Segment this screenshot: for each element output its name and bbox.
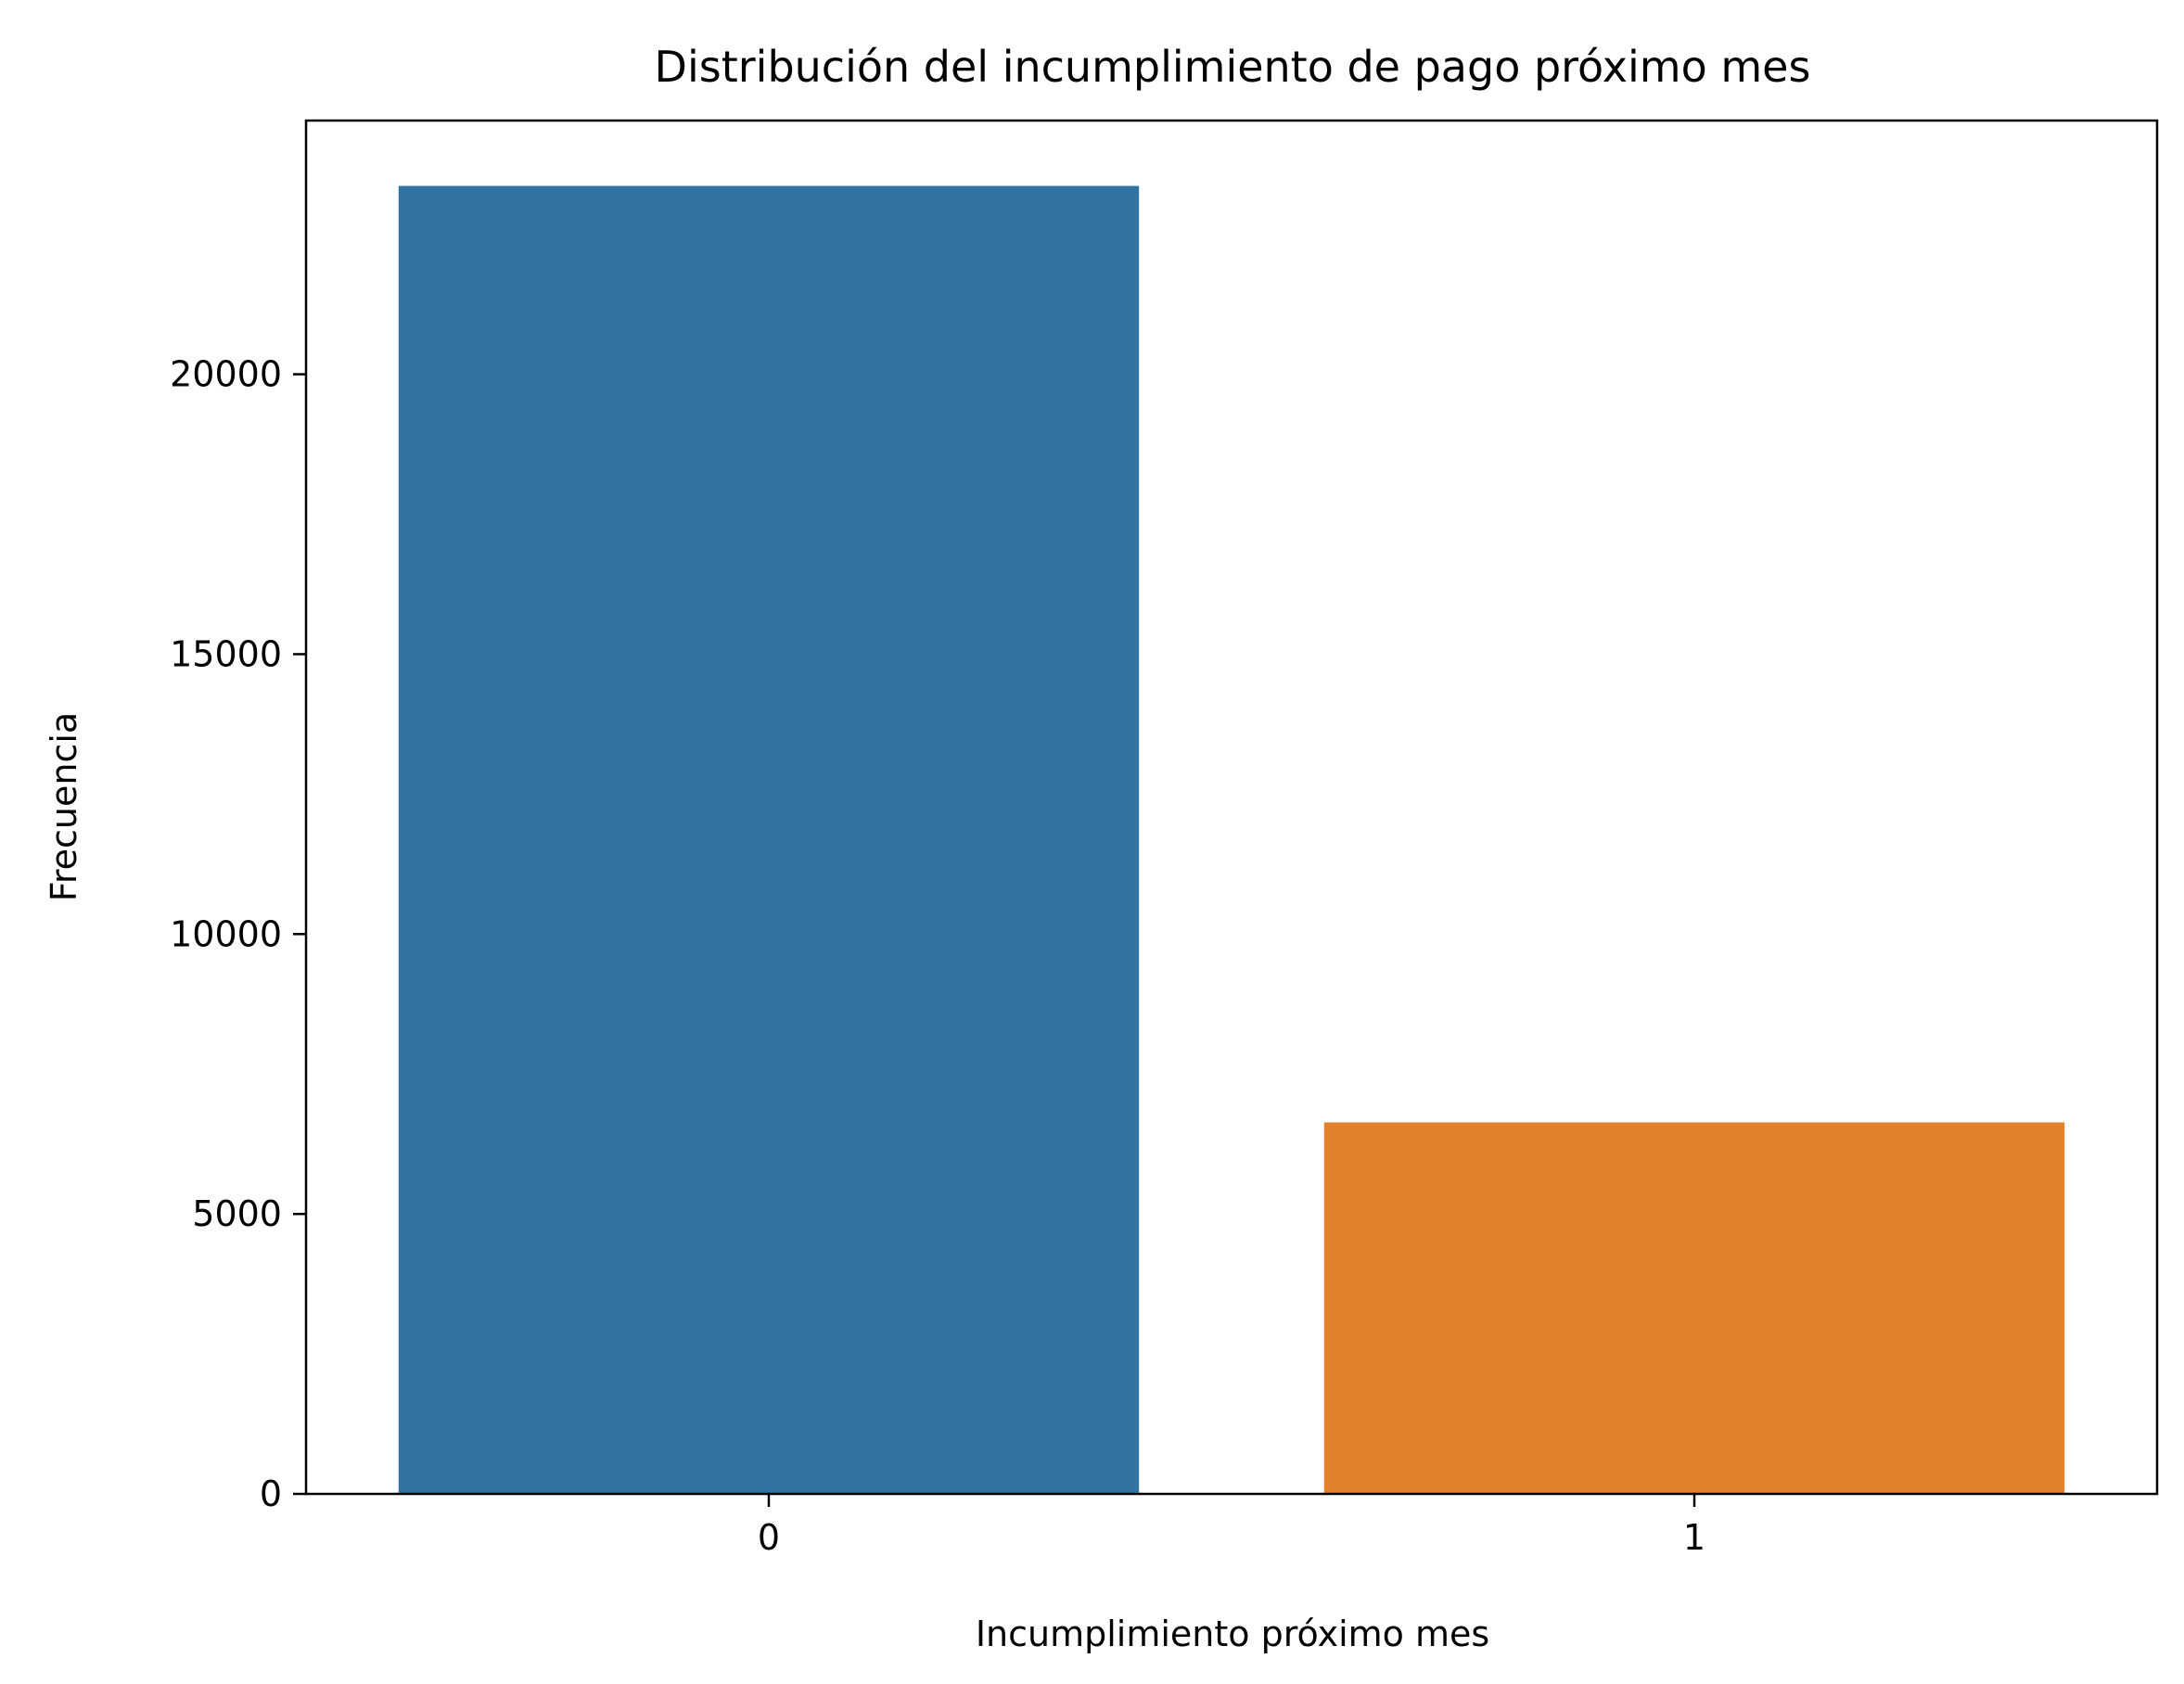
- chart-title: Distribución del incumplimiento de pago …: [655, 42, 1811, 92]
- y-axis-label: Frecuencia: [44, 712, 84, 901]
- y-tick-label-0: 0: [260, 1474, 282, 1514]
- y-tick-label-10000: 10000: [170, 913, 282, 954]
- plot-frame: [304, 119, 2159, 1496]
- x-tick-label-0: 0: [758, 1517, 780, 1558]
- x-axis-label: Incumplimiento próximo mes: [976, 1614, 1489, 1654]
- bar-1: [1323, 1122, 2065, 1494]
- y-tick-label-5000: 5000: [192, 1193, 282, 1234]
- y-tick-label-20000: 20000: [170, 354, 282, 395]
- plot-area: [398, 185, 2065, 1494]
- y-axis: 0 5000 10000 15000 20000: [170, 354, 306, 1514]
- bar-0: [398, 185, 1140, 1494]
- x-tick-label-1: 1: [1683, 1517, 1705, 1558]
- y-tick-label-15000: 15000: [170, 633, 282, 674]
